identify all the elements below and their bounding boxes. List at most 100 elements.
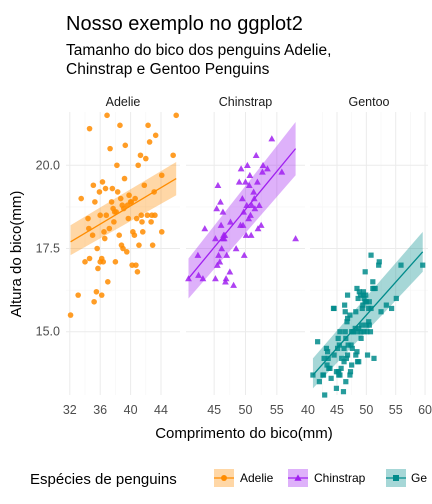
data-point — [111, 219, 117, 225]
data-point — [268, 135, 276, 142]
data-point — [347, 369, 354, 375]
data-point — [325, 349, 331, 355]
data-point — [420, 262, 426, 268]
data-point — [327, 365, 333, 371]
legend-key-circle-icon — [221, 475, 227, 481]
facet-panel-gentoo: Gentoo 40 45 50 55 60 — [301, 95, 432, 417]
data-point — [341, 345, 347, 351]
data-point — [230, 281, 237, 288]
data-point — [145, 122, 151, 129]
data-point — [343, 379, 349, 385]
x-tick-label: 32 — [63, 403, 77, 417]
data-point — [243, 161, 251, 168]
data-point — [98, 292, 105, 298]
data-point — [247, 211, 254, 218]
x-tick-label: 55 — [270, 403, 284, 417]
data-point — [194, 251, 202, 258]
data-point — [114, 162, 120, 169]
legend-title: Espécies de penguins — [30, 471, 177, 488]
data-point — [354, 349, 360, 355]
data-point — [316, 379, 322, 385]
data-point — [218, 245, 226, 252]
data-point — [101, 229, 107, 235]
data-point — [216, 258, 224, 265]
data-point — [362, 269, 368, 275]
data-point — [114, 189, 121, 195]
data-point — [67, 312, 74, 318]
data-point — [82, 259, 88, 265]
x-tick-label: 50 — [239, 403, 253, 417]
data-point — [173, 112, 179, 119]
data-point — [242, 178, 249, 185]
data-point — [350, 329, 357, 335]
data-point — [89, 232, 96, 238]
y-tick-label: 20.0 — [36, 158, 60, 172]
y-tick-label: 15.0 — [36, 325, 60, 339]
data-point — [128, 199, 135, 205]
data-point — [146, 139, 153, 145]
data-point — [112, 259, 119, 265]
data-point — [363, 322, 369, 328]
x-tick-label: 36 — [93, 403, 107, 417]
data-point — [99, 179, 106, 185]
data-point — [331, 305, 337, 312]
data-point — [354, 329, 361, 335]
x-tick-label: 60 — [418, 403, 432, 417]
data-point — [355, 295, 361, 302]
data-point — [342, 329, 348, 335]
data-point — [138, 212, 145, 219]
data-point — [333, 385, 340, 391]
data-point — [393, 295, 399, 302]
data-point — [102, 185, 109, 192]
data-point — [361, 295, 367, 302]
data-point — [353, 309, 359, 315]
data-point — [227, 218, 234, 225]
x-axis-title: Comprimento do bico(mm) — [155, 425, 333, 442]
data-point — [354, 285, 360, 292]
regression-line — [312, 251, 424, 376]
data-point — [97, 212, 103, 219]
data-point — [212, 275, 219, 282]
data-point — [238, 195, 246, 202]
data-point — [371, 355, 377, 361]
legend-label: Ge — [411, 471, 427, 485]
data-point — [126, 192, 132, 199]
data-point — [94, 245, 100, 252]
data-point — [158, 172, 165, 179]
data-point — [344, 292, 351, 298]
data-point — [124, 249, 130, 255]
data-point — [248, 201, 256, 208]
data-point — [339, 355, 345, 361]
data-point — [368, 305, 374, 312]
facet-panels: Adelie 32 36 40 44 15.0 17.5 20.0 Chinstrap 45 50 5… — [36, 95, 432, 417]
data-point — [106, 225, 113, 232]
data-point — [141, 182, 148, 189]
data-point — [344, 315, 351, 322]
legend: Espécies de penguins Adelie Chinstrap Ge — [30, 469, 427, 488]
data-point — [95, 265, 101, 272]
data-point — [331, 352, 337, 358]
data-point — [347, 372, 353, 378]
data-point — [217, 221, 225, 228]
facet-panel-adelie: Adelie 32 36 40 44 15.0 17.5 20.0 — [36, 95, 180, 417]
x-tick-label: 44 — [154, 403, 168, 417]
data-point — [139, 219, 145, 225]
data-point — [143, 155, 149, 162]
data-point — [139, 229, 146, 235]
data-point — [338, 365, 344, 371]
data-point — [242, 231, 250, 238]
data-point — [324, 362, 330, 368]
data-point — [383, 302, 389, 308]
data-point — [104, 112, 110, 119]
data-point — [341, 359, 347, 365]
data-point — [356, 289, 362, 295]
data-point — [125, 215, 132, 222]
data-point — [120, 245, 126, 252]
data-point — [85, 215, 91, 222]
data-point — [322, 392, 328, 398]
data-point — [222, 278, 229, 285]
data-point — [344, 319, 350, 325]
data-point — [361, 329, 367, 335]
data-point — [170, 152, 176, 159]
